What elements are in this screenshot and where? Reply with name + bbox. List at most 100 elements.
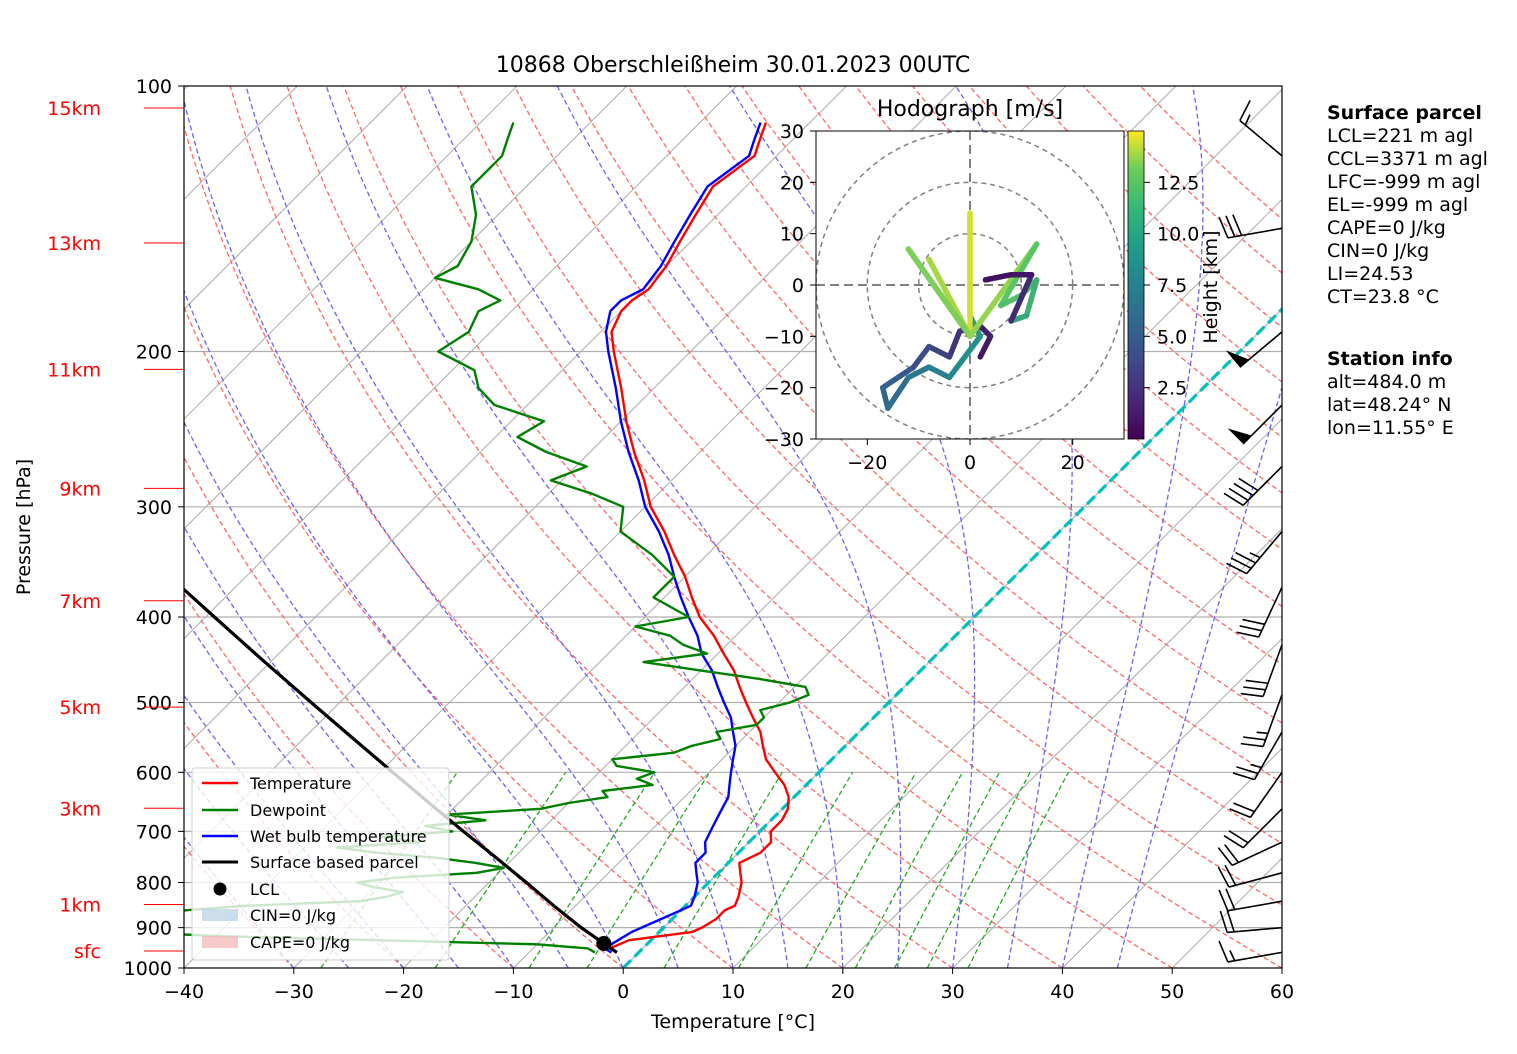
colorbar-tick-label: 12.5 (1157, 172, 1199, 194)
isotherm (184, 86, 737, 640)
barb-feather (1236, 766, 1259, 775)
hodograph-y-tick-label: 20 (780, 172, 804, 194)
hodograph-segment (962, 333, 984, 360)
station-info-alt: alt=484.0 m (1327, 371, 1447, 393)
moist-adiabat (1116, 384, 1282, 968)
barb-half-feather (1229, 950, 1236, 962)
wind-barb (1240, 644, 1283, 698)
height-label: 15km (47, 98, 101, 120)
barb-feather (1228, 487, 1249, 502)
dry-adiabat (286, 86, 1063, 968)
barb-feather (1218, 889, 1229, 912)
height-label: 1km (59, 894, 101, 916)
surface-parcel-lfc: LFC=-999 m agl (1327, 171, 1481, 193)
isotherm (1062, 747, 1282, 968)
barb-feather (1230, 557, 1252, 570)
legend: Temperature Dewpoint Wet bulb temperatur… (191, 767, 450, 961)
hodograph-segment (905, 246, 973, 340)
y-tick-label: 400 (136, 607, 172, 629)
barb-pennant (1227, 428, 1252, 444)
barb-feather (1240, 692, 1264, 698)
x-tick-label: 30 (941, 981, 965, 1003)
barb-feather (1233, 482, 1254, 497)
legend-label-temperature: Temperature (249, 774, 351, 793)
wind-barb (1225, 331, 1283, 368)
hodograph-segment (910, 343, 932, 370)
dry-adiabat (184, 456, 624, 968)
moist-adiabat (245, 86, 734, 968)
barb-feather (1225, 888, 1236, 910)
moist-adiabat (184, 420, 569, 968)
height-label: 3km (59, 798, 101, 820)
hodograph-x-tick-label: −20 (847, 452, 887, 474)
isotherm (0, 86, 78, 968)
chart-title: 10868 Oberschleißheim 30.01.2023 00UTC (496, 53, 971, 78)
moist-adiabat (184, 289, 624, 968)
barb-shaft (1262, 694, 1283, 747)
isotherm (184, 86, 628, 530)
dry-adiabat (570, 86, 1282, 784)
wind-barb (1219, 910, 1283, 934)
dry-adiabat (184, 305, 734, 968)
hodograph-segment (977, 333, 994, 360)
moist-adiabat (1061, 86, 1204, 968)
hodograph-y-tick-label: 10 (780, 224, 804, 246)
height-label: 5km (59, 697, 101, 719)
hodograph-segment (1023, 277, 1040, 319)
barb-feather (1233, 802, 1255, 813)
barb-half-feather (1250, 763, 1262, 769)
hodograph-colorbar-label: Height [km] (1200, 230, 1222, 343)
mixing-ratio-line (738, 771, 854, 968)
y-tick-label: 1000 (124, 958, 172, 980)
x-tick-label: −40 (164, 981, 204, 1003)
x-tick-label: −30 (274, 981, 314, 1003)
legend-label-cape: CAPE=0 J/kg (250, 933, 350, 952)
surface-parcel-cin: CIN=0 J/kg (1327, 240, 1430, 262)
hodograph-x-tick-label: 20 (1061, 452, 1085, 474)
surface-parcel-li: LI=24.53 (1327, 263, 1414, 285)
height-label: 11km (47, 359, 101, 381)
barb-feather (1239, 625, 1262, 632)
temperature-line (608, 122, 790, 954)
isotherm (184, 86, 847, 750)
barb-feather (1226, 562, 1248, 575)
barb-feather (1240, 742, 1264, 748)
barb-feather (1226, 910, 1235, 933)
mixing-ratio-line (926, 771, 1031, 968)
mixing-ratio-line (528, 771, 656, 968)
surface-parcel-el: EL=-999 m agl (1327, 194, 1469, 216)
y-tick-label: 900 (136, 918, 172, 940)
hodograph-segment (982, 271, 1014, 283)
legend-frame (191, 767, 450, 961)
barb-feather (1243, 686, 1266, 691)
barb-feather (1235, 551, 1257, 564)
height-label: 7km (59, 591, 101, 613)
x-tick-label: −20 (384, 981, 424, 1003)
barb-half-feather (1256, 731, 1269, 735)
hodograph-y-tick-label: 0 (792, 275, 804, 297)
surface-parcel-cape: CAPE=0 J/kg (1327, 217, 1446, 239)
hodograph-segment (926, 364, 953, 381)
height-label: 13km (47, 233, 101, 255)
moist-adiabat (184, 98, 679, 968)
barb-shaft (1246, 531, 1283, 575)
x-tick-label: 20 (831, 981, 855, 1003)
x-tick-label: 50 (1160, 981, 1184, 1003)
barb-shaft (1258, 586, 1283, 638)
barb-pennant (1225, 350, 1250, 368)
barb-shaft (1242, 465, 1283, 506)
wind-barb (1239, 100, 1283, 157)
hodograph-y-tick-label: −20 (764, 378, 804, 400)
wind-barb (1236, 586, 1283, 638)
wind-barb (1218, 888, 1283, 912)
wind-barb (1229, 771, 1283, 819)
wind-barb (1232, 731, 1283, 781)
wind-barbs (1217, 100, 1283, 963)
barb-feather (1218, 216, 1229, 239)
hodograph-segment (905, 364, 932, 381)
barb-shaft (1227, 926, 1283, 934)
barb-feather (1217, 847, 1233, 866)
y-tick-label: 200 (136, 342, 172, 364)
barb-feather (1239, 100, 1251, 121)
dry-adiabat (400, 86, 1282, 968)
